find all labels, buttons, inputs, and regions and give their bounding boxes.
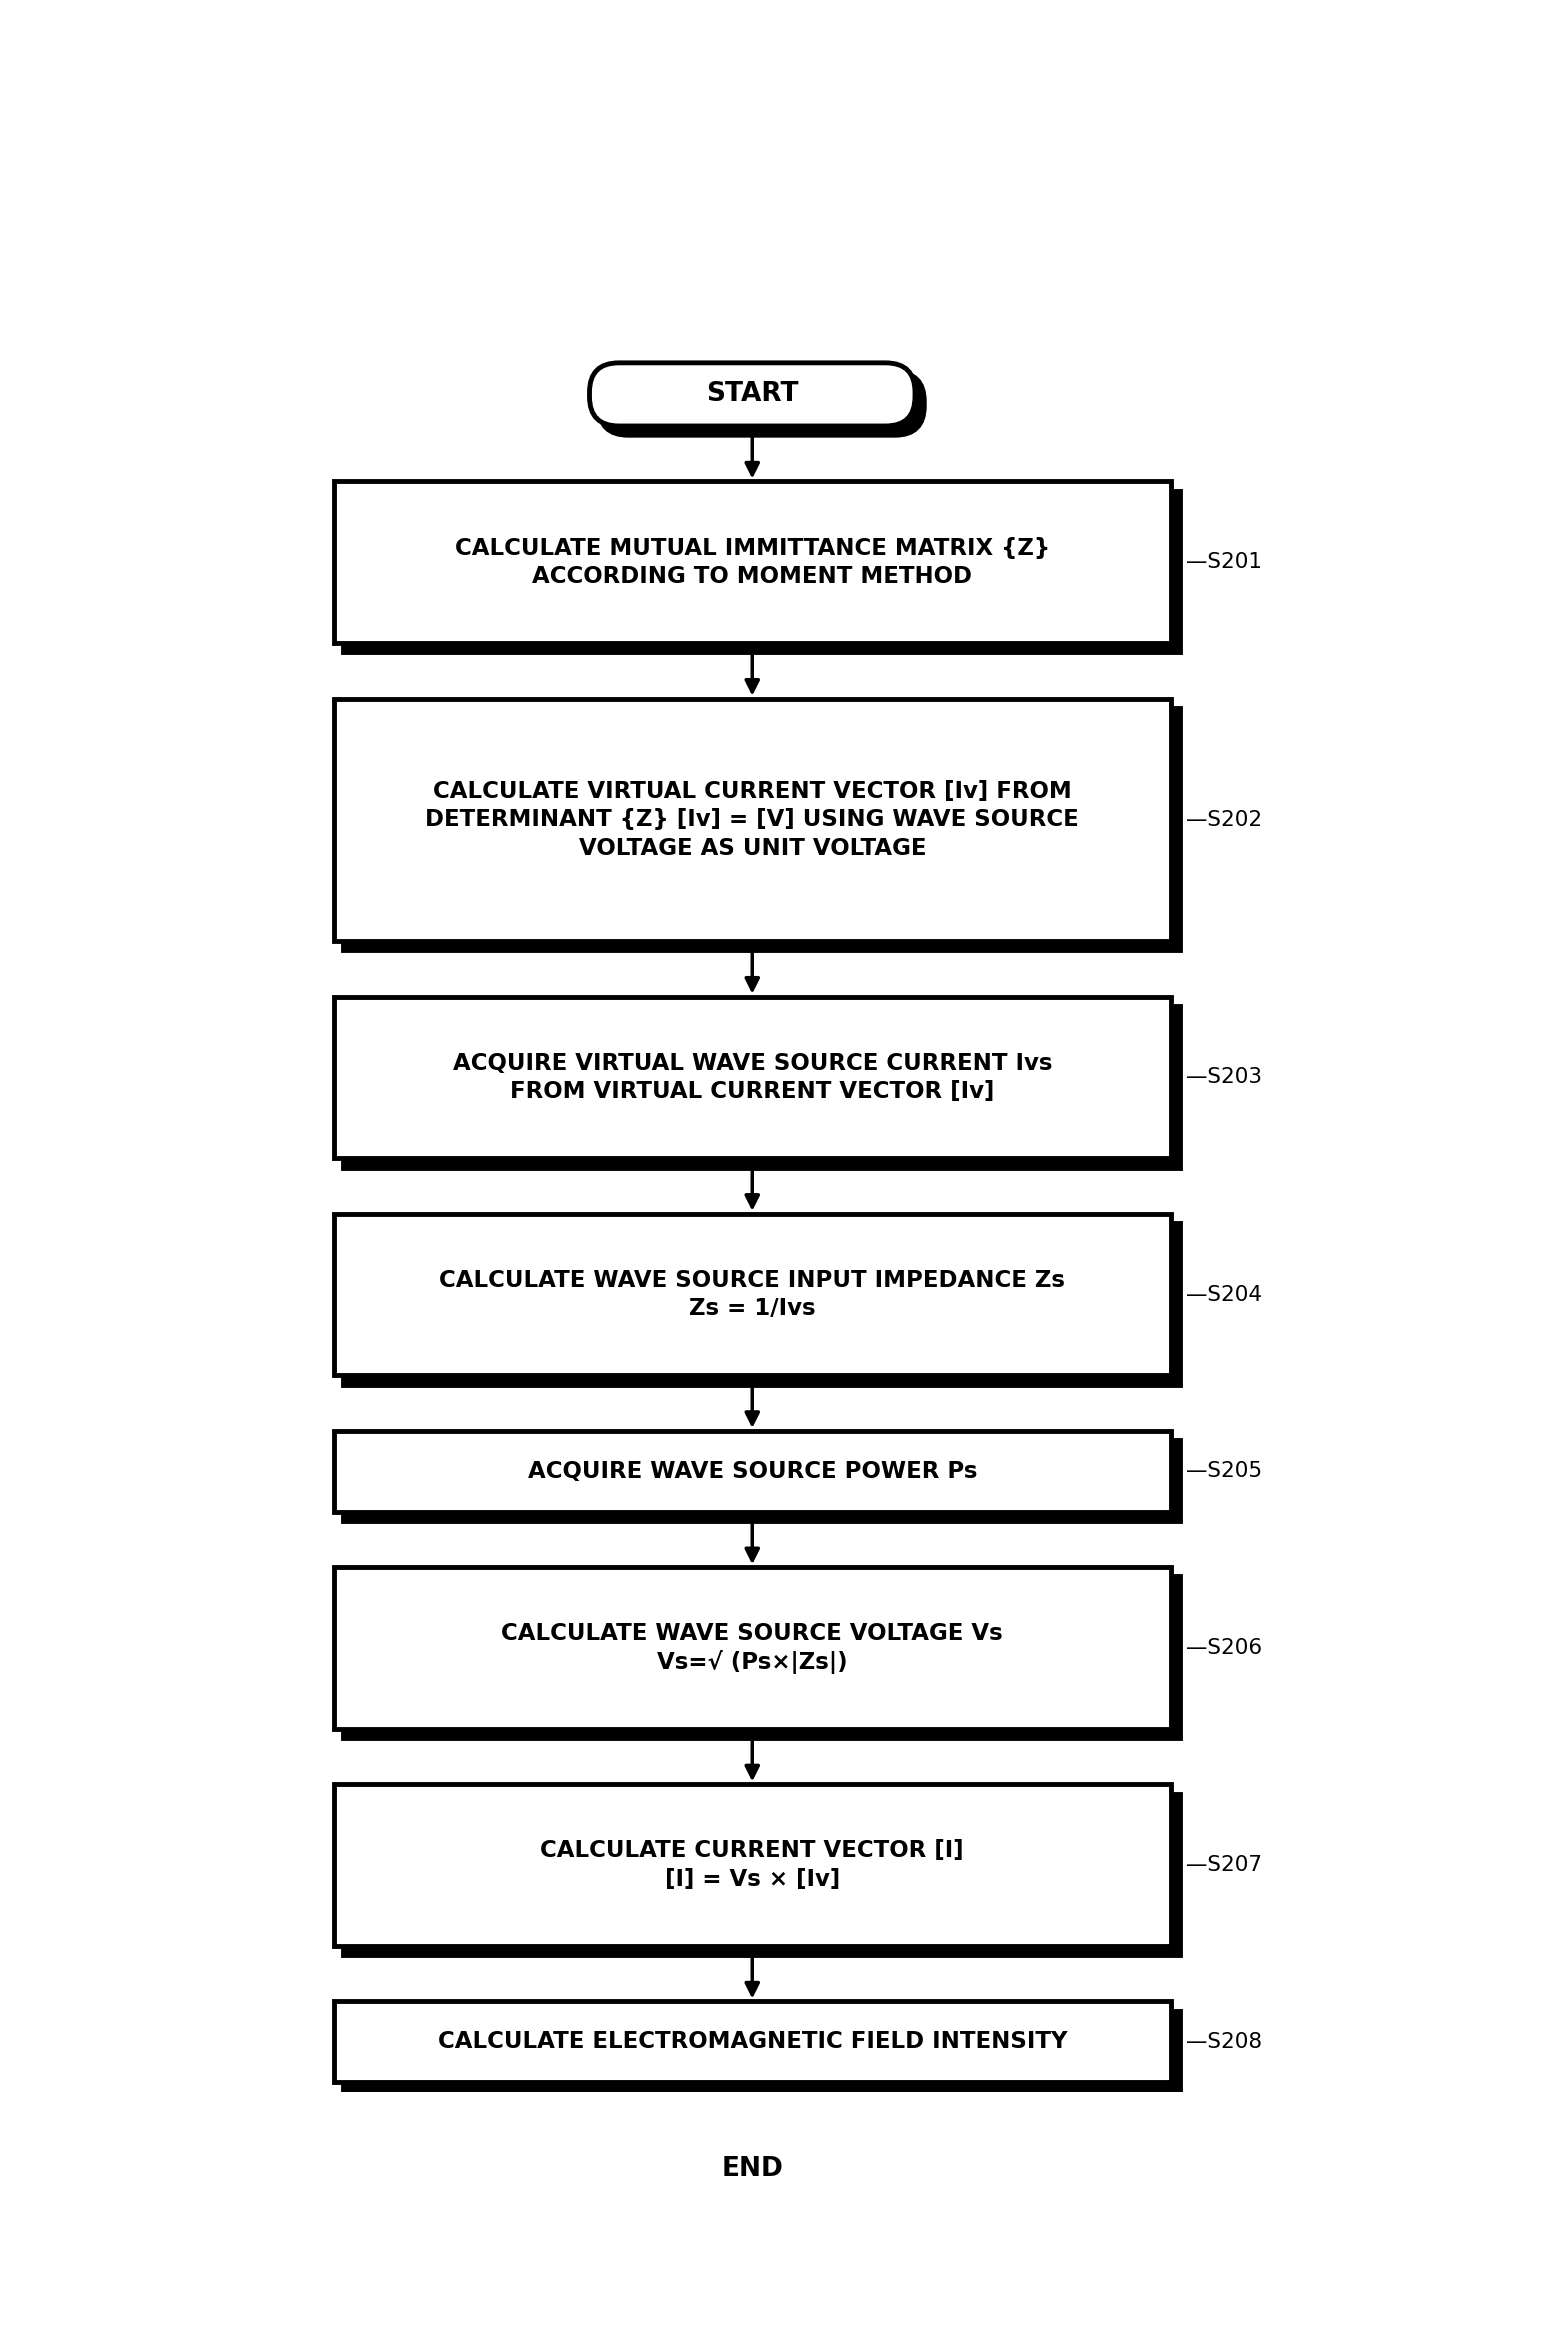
Text: CALCULATE WAVE SOURCE INPUT IMPEDANCE Zs
Zs = 1/Ivs: CALCULATE WAVE SOURCE INPUT IMPEDANCE Zs… xyxy=(440,1269,1064,1321)
Text: CALCULATE WAVE SOURCE VOLTAGE Vs
Vs=√ (Ps×|Zs|): CALCULATE WAVE SOURCE VOLTAGE Vs Vs=√ (P… xyxy=(502,1621,1004,1673)
Text: —S202: —S202 xyxy=(1186,811,1262,830)
Bar xyxy=(343,2012,1179,2092)
Text: —S205: —S205 xyxy=(1186,1462,1262,1480)
Bar xyxy=(334,698,1170,940)
Text: CALCULATE VIRTUAL CURRENT VECTOR [Iv] FROM
DETERMINANT {Z} [Iv] = [V] USING WAVE: CALCULATE VIRTUAL CURRENT VECTOR [Iv] FR… xyxy=(426,780,1078,860)
Bar xyxy=(334,996,1170,1159)
Bar xyxy=(343,1222,1179,1384)
FancyBboxPatch shape xyxy=(598,371,925,435)
Bar xyxy=(334,1213,1170,1375)
FancyBboxPatch shape xyxy=(589,362,915,425)
Text: —S206: —S206 xyxy=(1186,1638,1262,1659)
Bar xyxy=(334,2002,1170,2082)
Bar xyxy=(343,1441,1179,1520)
FancyBboxPatch shape xyxy=(589,2138,915,2202)
Bar xyxy=(334,1567,1170,1730)
Text: —S207: —S207 xyxy=(1186,1854,1262,1875)
Bar xyxy=(343,491,1179,653)
Text: —S201: —S201 xyxy=(1186,552,1262,573)
Bar xyxy=(334,1431,1170,1511)
Bar xyxy=(343,1006,1179,1168)
Text: CALCULATE CURRENT VECTOR [I]
[I] = Vs × [Iv]: CALCULATE CURRENT VECTOR [I] [I] = Vs × … xyxy=(541,1840,963,1892)
Bar xyxy=(334,1784,1170,1946)
FancyBboxPatch shape xyxy=(598,2148,925,2209)
Text: ACQUIRE WAVE SOURCE POWER Ps: ACQUIRE WAVE SOURCE POWER Ps xyxy=(527,1459,977,1483)
Text: END: END xyxy=(721,2157,783,2183)
Text: —S203: —S203 xyxy=(1186,1067,1262,1088)
Bar xyxy=(343,707,1179,949)
Bar xyxy=(343,1577,1179,1739)
Text: CALCULATE MUTUAL IMMITTANCE MATRIX {Z}
ACCORDING TO MOMENT METHOD: CALCULATE MUTUAL IMMITTANCE MATRIX {Z} A… xyxy=(455,536,1051,588)
Bar xyxy=(334,482,1170,644)
Text: ACQUIRE VIRTUAL WAVE SOURCE CURRENT Ivs
FROM VIRTUAL CURRENT VECTOR [Iv]: ACQUIRE VIRTUAL WAVE SOURCE CURRENT Ivs … xyxy=(452,1053,1052,1102)
Text: START: START xyxy=(706,381,799,407)
Text: CALCULATE ELECTROMAGNETIC FIELD INTENSITY: CALCULATE ELECTROMAGNETIC FIELD INTENSIT… xyxy=(438,2030,1068,2054)
Text: —S204: —S204 xyxy=(1186,1285,1262,1304)
Text: —S208: —S208 xyxy=(1186,2033,1262,2052)
Bar xyxy=(343,1793,1179,1955)
